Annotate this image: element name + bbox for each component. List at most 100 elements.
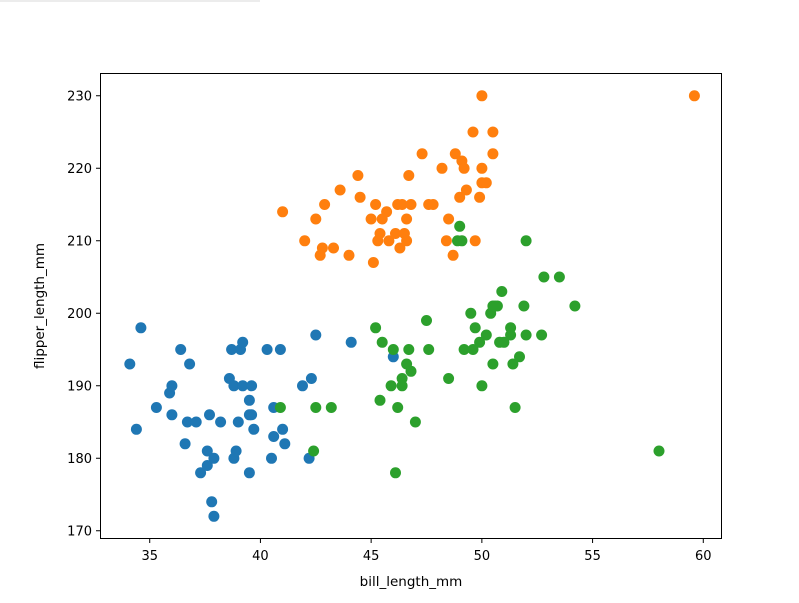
scatter-point-s2-48 bbox=[487, 126, 499, 138]
scatter-point-s2-18 bbox=[381, 206, 393, 218]
scatter-point-s1-6 bbox=[166, 380, 178, 392]
scatter-point-s1-14 bbox=[201, 460, 213, 471]
scatter-point-s3-4 bbox=[325, 402, 337, 413]
scatter-point-s1-28 bbox=[237, 336, 249, 348]
scatter-point-s3-51 bbox=[653, 445, 665, 457]
scatter-point-s2-8 bbox=[334, 184, 346, 196]
scatter-point-s2-12 bbox=[365, 213, 377, 225]
scatter-point-s1-18 bbox=[208, 510, 220, 522]
scatter-point-s3-15 bbox=[403, 344, 415, 355]
scatter-point-s2-28 bbox=[405, 199, 417, 210]
x-tick-label: 60 bbox=[695, 549, 712, 564]
scatter-point-s2-37 bbox=[454, 191, 466, 203]
scatter-point-s2-36 bbox=[449, 148, 461, 160]
y-tick-label: 190 bbox=[67, 379, 92, 394]
scatter-point-s3-20 bbox=[443, 373, 455, 384]
scatter-point-s1-8 bbox=[175, 344, 187, 355]
scatter-point-s3-47 bbox=[536, 329, 548, 341]
scatter-point-s3-11 bbox=[392, 402, 404, 413]
scatter-point-s1-11 bbox=[184, 358, 196, 370]
scatter-point-s2-39 bbox=[458, 162, 470, 174]
scatter-point-s3-33 bbox=[487, 358, 499, 370]
scatter-point-s3-24 bbox=[458, 344, 470, 355]
scatter-point-s1-23 bbox=[228, 380, 240, 392]
scatter-point-s3-17 bbox=[409, 416, 421, 428]
scatter-point-s1-13 bbox=[195, 467, 207, 479]
scatter-point-s1-31 bbox=[243, 394, 255, 406]
scatter-point-s2-22 bbox=[394, 242, 406, 254]
scatter-point-s2-50 bbox=[688, 90, 700, 102]
scatter-point-s1-26 bbox=[232, 416, 244, 428]
scatter-point-s1-46 bbox=[310, 329, 322, 341]
scatter-point-s3-26 bbox=[467, 344, 479, 355]
scatter-point-s3-25 bbox=[465, 307, 477, 319]
scatter-point-s2-32 bbox=[436, 162, 448, 174]
scatter-point-s3-2 bbox=[308, 445, 320, 457]
scatter-point-s3-41 bbox=[507, 358, 519, 370]
scatter-point-s3-49 bbox=[553, 271, 565, 283]
y-tick-label: 180 bbox=[67, 452, 92, 467]
scatter-point-s3-30 bbox=[480, 329, 492, 341]
y-tick-label: 220 bbox=[67, 162, 92, 177]
scatter-point-s1-19 bbox=[208, 452, 220, 464]
scatter-point-s1-7 bbox=[166, 409, 178, 421]
scatter-point-s3-29 bbox=[476, 380, 488, 392]
scatter-point-s3-6 bbox=[374, 394, 386, 406]
scatter-point-s1-41 bbox=[277, 423, 289, 435]
scatter-point-s2-41 bbox=[467, 126, 479, 138]
scatter-point-s2-19 bbox=[383, 235, 395, 247]
scatter-point-s3-45 bbox=[520, 329, 532, 341]
scatter-point-s3-27 bbox=[469, 322, 481, 334]
scatter-point-s3-38 bbox=[498, 336, 510, 348]
scatter-point-s3-43 bbox=[514, 351, 525, 363]
scatter-point-s1-3 bbox=[135, 322, 147, 334]
scatter-point-s1-33 bbox=[246, 380, 258, 392]
scatter-point-s2-31 bbox=[427, 199, 439, 210]
scatter-point-s2-10 bbox=[352, 170, 364, 181]
y-tick-label: 210 bbox=[67, 234, 92, 249]
scatter-point-s3-19 bbox=[423, 344, 435, 355]
scatter-point-s2-9 bbox=[343, 249, 355, 261]
scatter-point-s1-16 bbox=[204, 409, 215, 421]
y-axis-label: flipper_length_mm bbox=[32, 243, 48, 369]
scatter-point-s1-17 bbox=[206, 496, 218, 508]
scatter-point-s3-46 bbox=[520, 235, 532, 247]
scatter-point-s2-5 bbox=[316, 242, 328, 254]
scatter-point-s2-33 bbox=[440, 235, 452, 247]
scatter-point-s3-44 bbox=[518, 300, 530, 312]
scatter-point-s1-30 bbox=[243, 467, 255, 479]
scatter-point-s3-13 bbox=[396, 373, 408, 384]
y-tick-label: 230 bbox=[67, 89, 92, 104]
scatter-point-s2-35 bbox=[447, 249, 459, 261]
scatter-point-s2-27 bbox=[403, 170, 415, 181]
scatter-point-s2-13 bbox=[367, 257, 379, 268]
scatter-point-s3-50 bbox=[569, 300, 581, 312]
scatter-point-s3-5 bbox=[370, 322, 382, 334]
x-tick-label: 45 bbox=[363, 549, 380, 564]
scatter-point-s3-1 bbox=[274, 402, 286, 413]
scatter-point-s2-23 bbox=[396, 199, 408, 210]
scatter-point-s1-39 bbox=[268, 431, 280, 442]
scatter-point-s3-42 bbox=[509, 402, 521, 413]
scatter-point-s2-11 bbox=[354, 191, 366, 203]
scatter-point-s1-29 bbox=[237, 380, 249, 392]
scatter-point-s1-43 bbox=[297, 380, 308, 392]
scatter-point-s3-35 bbox=[491, 300, 503, 312]
scatter-point-s1-36 bbox=[261, 344, 273, 355]
scatter-point-s3-40 bbox=[505, 329, 517, 341]
scatter-point-s2-44 bbox=[476, 90, 488, 102]
scatter-point-s3-23 bbox=[456, 235, 468, 247]
scatter-point-s1-40 bbox=[274, 344, 286, 355]
x-tick-label: 55 bbox=[584, 549, 601, 564]
scatter-point-s2-3 bbox=[310, 213, 322, 225]
scatter-point-s2-2 bbox=[299, 235, 311, 247]
scatter-point-s2-49 bbox=[487, 148, 499, 160]
scatter-point-s3-8 bbox=[385, 380, 397, 392]
scatter-point-s3-18 bbox=[421, 315, 432, 326]
scatter-point-s2-6 bbox=[319, 199, 331, 210]
scatter-point-s1-25 bbox=[230, 445, 242, 457]
y-tick-label: 200 bbox=[67, 307, 92, 322]
